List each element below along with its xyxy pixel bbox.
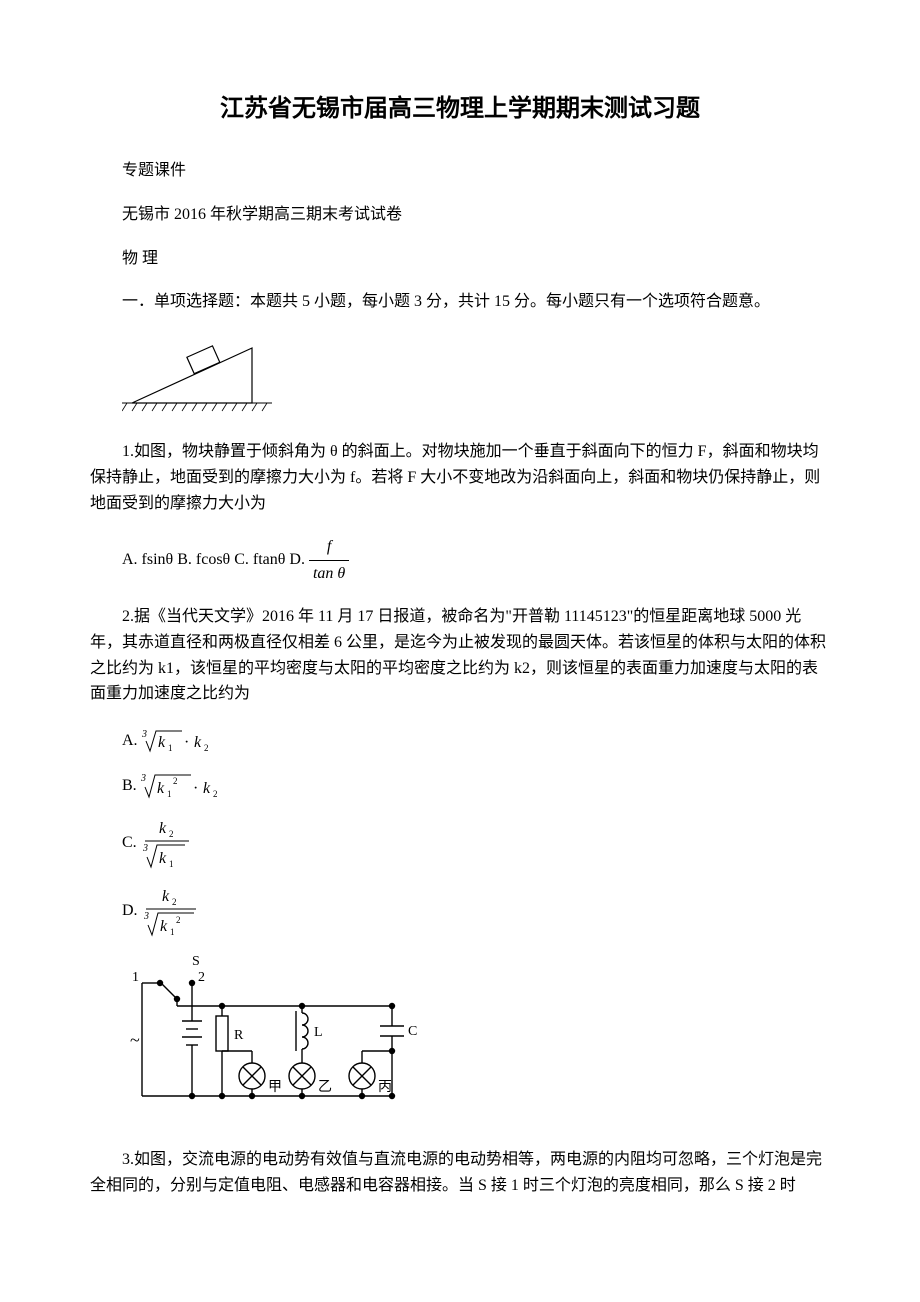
svg-text:·: · [193,780,198,797]
svg-text:k: k [203,780,211,797]
q1-option-d-fraction: f tan θ [309,534,349,586]
q1-options-prefix: A. fsinθ B. fcosθ C. ftanθ D. [122,551,305,568]
q2-option-b: B. 3 k 1 2 · k 2 [122,769,830,803]
q2-option-a-formula: 3 k 1 · k 2 [142,725,232,757]
q2-option-d-label: D. [122,898,138,924]
svg-text:3: 3 [141,773,146,784]
svg-text:乙: 乙 [318,1079,332,1095]
subject-label: 物 理 [90,246,830,272]
q2-option-d: D. k 2 3 k 1 2 [122,883,830,939]
svg-text:3: 3 [143,911,149,922]
svg-text:·: · [184,734,189,751]
svg-text:3: 3 [142,843,148,854]
svg-text:2: 2 [169,829,174,839]
q2-option-a-label: A. [122,728,138,754]
q2-options: A. 3 k 1 · k 2 B. 3 k 1 2 · k 2 C. k 2 [122,725,830,939]
q3-text: 3.如图，交流电源的电动势有效值与直流电源的电动势相等，两电源的内阻均可忽略，三… [90,1147,830,1198]
page-title: 江苏省无锡市届高三物理上学期期末测试习题 [90,90,830,128]
svg-text:1: 1 [170,927,175,937]
svg-text:甲: 甲 [268,1080,282,1095]
svg-text:k: k [159,850,167,867]
q2-option-d-formula: k 2 3 k 1 2 [142,883,212,939]
q1-frac-num: f [309,534,349,561]
subtitle-exam: 无锡市 2016 年秋学期高三期末考试试卷 [90,202,830,228]
svg-text:2: 2 [176,915,181,925]
svg-text:2: 2 [213,789,218,799]
svg-text:2: 2 [198,970,205,985]
svg-text:k: k [160,918,168,935]
q2-option-c-label: C. [122,830,137,856]
svg-text:~: ~ [130,1030,140,1050]
svg-text:R: R [234,1028,244,1043]
svg-text:L: L [314,1025,323,1040]
svg-text:2: 2 [172,897,177,907]
svg-text:k: k [157,780,165,797]
q1-options: A. fsinθ B. fcosθ C. ftanθ D. f tan θ [122,534,830,586]
subtitle-courseware: 专题课件 [90,158,830,184]
section-1-heading: 一．单项选择题：本题共 5 小题，每小题 3 分，共计 15 分。每小题只有一个… [90,289,830,315]
q1-text: 1.如图，物块静置于倾斜角为 θ 的斜面上。对物块施加一个垂直于斜面向下的恒力 … [90,439,830,516]
q1-figure [122,333,830,422]
svg-text:3: 3 [142,729,147,740]
svg-text:2: 2 [173,776,178,786]
svg-text:k: k [194,734,202,751]
q2-text: 2.据《当代天文学》2016 年 11 月 17 日报道，被命名为"开普勒 11… [90,604,830,706]
svg-text:丙: 丙 [378,1080,392,1095]
q1-frac-den: tan θ [309,561,349,587]
q2-option-b-label: B. [122,773,137,799]
q2-option-c-formula: k 2 3 k 1 [141,815,211,871]
svg-text:S: S [192,954,200,969]
svg-text:1: 1 [132,970,139,985]
q3-figure: S 1 2 ~ [122,951,830,1130]
svg-text:2: 2 [204,743,209,753]
q2-option-a: A. 3 k 1 · k 2 [122,725,830,757]
svg-text:1: 1 [168,743,173,753]
svg-text:1: 1 [169,859,174,869]
q2-option-c: C. k 2 3 k 1 [122,815,830,871]
svg-text:1: 1 [167,789,172,799]
svg-text:C: C [408,1024,417,1039]
svg-text:k: k [162,888,170,905]
q2-option-b-formula: 3 k 1 2 · k 2 [141,769,241,803]
svg-text:k: k [158,734,166,751]
svg-text:k: k [159,820,167,837]
